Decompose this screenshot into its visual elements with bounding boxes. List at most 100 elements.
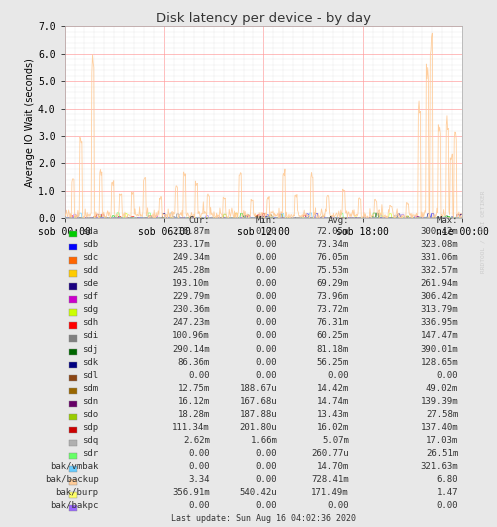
- Text: Max:: Max:: [437, 216, 458, 225]
- Bar: [69, 375, 78, 381]
- Text: 111.34m: 111.34m: [172, 423, 210, 432]
- Bar: [69, 257, 78, 264]
- Text: 1.66m: 1.66m: [250, 436, 277, 445]
- Text: 60.25m: 60.25m: [317, 331, 349, 340]
- Text: 331.06m: 331.06m: [420, 253, 458, 262]
- Text: 0.00: 0.00: [256, 345, 277, 354]
- Bar: [69, 505, 78, 511]
- Text: 247.23m: 247.23m: [172, 318, 210, 327]
- Text: 0.00: 0.00: [256, 370, 277, 379]
- Text: 6.80: 6.80: [437, 475, 458, 484]
- Text: 332.57m: 332.57m: [420, 266, 458, 275]
- Text: 69.29m: 69.29m: [317, 279, 349, 288]
- Text: 260.77u: 260.77u: [311, 449, 349, 458]
- Text: 137.40m: 137.40m: [420, 423, 458, 432]
- Text: sdc: sdc: [83, 253, 98, 262]
- Text: 0.00: 0.00: [256, 227, 277, 236]
- Text: 0.00: 0.00: [256, 449, 277, 458]
- Text: 139.39m: 139.39m: [420, 397, 458, 406]
- Text: sdd: sdd: [83, 266, 98, 275]
- Text: 14.74m: 14.74m: [317, 397, 349, 406]
- Text: 0.00: 0.00: [256, 292, 277, 301]
- Text: Min:: Min:: [256, 216, 277, 225]
- Text: 2.62m: 2.62m: [183, 436, 210, 445]
- Text: bak/bakpc: bak/bakpc: [50, 501, 98, 510]
- Text: 0.00: 0.00: [188, 462, 210, 471]
- Bar: [69, 336, 78, 342]
- Text: 0.00: 0.00: [256, 462, 277, 471]
- Bar: [69, 401, 78, 407]
- Text: 73.34m: 73.34m: [317, 240, 349, 249]
- Text: 18.28m: 18.28m: [177, 410, 210, 419]
- Text: 0.00: 0.00: [256, 318, 277, 327]
- Text: 49.02m: 49.02m: [426, 384, 458, 393]
- Bar: [69, 362, 78, 368]
- Text: 0.00: 0.00: [256, 279, 277, 288]
- Text: 167.68u: 167.68u: [240, 397, 277, 406]
- Text: 147.47m: 147.47m: [420, 331, 458, 340]
- Bar: [69, 244, 78, 250]
- Text: 75.53m: 75.53m: [317, 266, 349, 275]
- Text: sdi: sdi: [83, 331, 98, 340]
- Text: 1.47: 1.47: [437, 488, 458, 497]
- Text: 171.49m: 171.49m: [311, 488, 349, 497]
- Bar: [69, 296, 78, 302]
- Text: 0.00: 0.00: [328, 501, 349, 510]
- Text: 0.00: 0.00: [256, 305, 277, 315]
- Text: 86.36m: 86.36m: [177, 357, 210, 367]
- Text: 313.79m: 313.79m: [420, 305, 458, 315]
- Text: 290.14m: 290.14m: [172, 345, 210, 354]
- Text: 0.00: 0.00: [256, 331, 277, 340]
- Text: sdo: sdo: [83, 410, 98, 419]
- Text: 0.00: 0.00: [437, 501, 458, 510]
- Title: Disk latency per device - by day: Disk latency per device - by day: [156, 12, 371, 25]
- Text: 128.65m: 128.65m: [420, 357, 458, 367]
- Text: 12.75m: 12.75m: [177, 384, 210, 393]
- Text: sdn: sdn: [83, 397, 98, 406]
- Bar: [69, 440, 78, 446]
- Text: sdb: sdb: [83, 240, 98, 249]
- Text: 229.79m: 229.79m: [172, 292, 210, 301]
- Text: sdf: sdf: [83, 292, 98, 301]
- Text: sdk: sdk: [83, 357, 98, 367]
- Text: 0.00: 0.00: [256, 501, 277, 510]
- Text: Last update: Sun Aug 16 04:02:36 2020: Last update: Sun Aug 16 04:02:36 2020: [171, 514, 356, 523]
- Text: sdq: sdq: [83, 436, 98, 445]
- Text: 187.88u: 187.88u: [240, 410, 277, 419]
- Text: 0.00: 0.00: [256, 253, 277, 262]
- Text: 0.00: 0.00: [256, 475, 277, 484]
- Bar: [69, 348, 78, 355]
- Text: 0.00: 0.00: [437, 370, 458, 379]
- Text: 336.95m: 336.95m: [420, 318, 458, 327]
- Text: 73.96m: 73.96m: [317, 292, 349, 301]
- Text: 72.05m: 72.05m: [317, 227, 349, 236]
- Bar: [69, 284, 78, 290]
- Text: 56.25m: 56.25m: [317, 357, 349, 367]
- Text: sde: sde: [83, 279, 98, 288]
- Text: 0.00: 0.00: [188, 501, 210, 510]
- Text: sdm: sdm: [83, 384, 98, 393]
- Text: sda: sda: [83, 227, 98, 236]
- Text: 233.17m: 233.17m: [172, 240, 210, 249]
- Bar: [69, 270, 78, 277]
- Bar: [69, 414, 78, 420]
- Text: 27.58m: 27.58m: [426, 410, 458, 419]
- Text: 321.63m: 321.63m: [420, 462, 458, 471]
- Text: 356.91m: 356.91m: [172, 488, 210, 497]
- Bar: [69, 479, 78, 485]
- Text: 14.42m: 14.42m: [317, 384, 349, 393]
- Text: 0.00: 0.00: [256, 357, 277, 367]
- Text: 728.41m: 728.41m: [311, 475, 349, 484]
- Text: 0.00: 0.00: [188, 370, 210, 379]
- Text: 323.08m: 323.08m: [420, 240, 458, 249]
- Text: bak/burp: bak/burp: [55, 488, 98, 497]
- Text: bak/vmbak: bak/vmbak: [50, 462, 98, 471]
- Text: bak/backup: bak/backup: [45, 475, 98, 484]
- Text: Cur:: Cur:: [188, 216, 210, 225]
- Text: 16.02m: 16.02m: [317, 423, 349, 432]
- Text: 100.96m: 100.96m: [172, 331, 210, 340]
- Text: sdg: sdg: [83, 305, 98, 315]
- Text: 249.34m: 249.34m: [172, 253, 210, 262]
- Text: 540.42u: 540.42u: [240, 488, 277, 497]
- Text: 216.87m: 216.87m: [172, 227, 210, 236]
